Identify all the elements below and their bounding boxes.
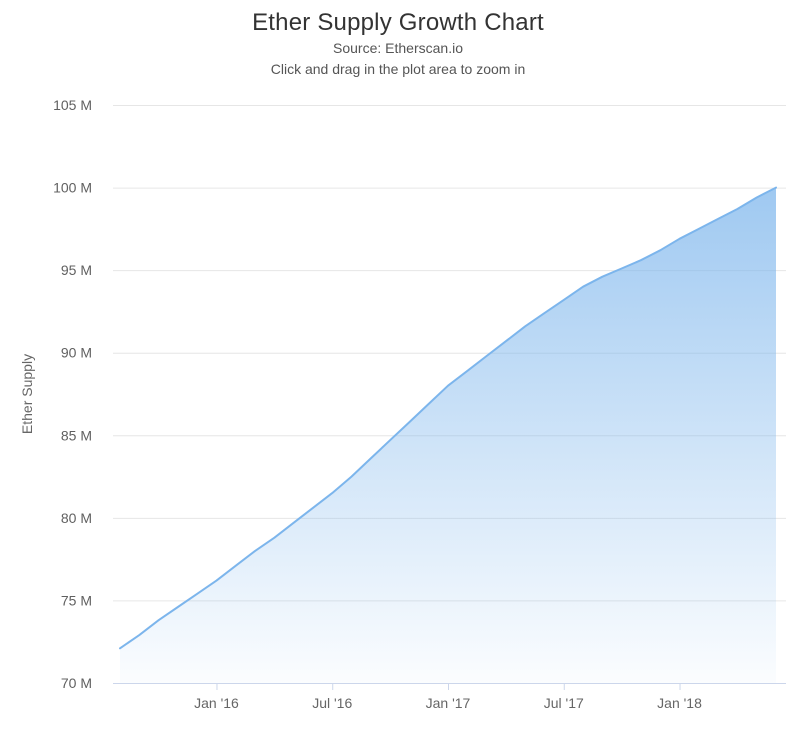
y-tick-label: 80 M xyxy=(61,510,92,526)
y-tick-label: 75 M xyxy=(61,592,92,608)
y-tick-label: 105 M xyxy=(53,97,92,113)
supply-area xyxy=(120,187,776,683)
x-tick-label: Jul '16 xyxy=(312,695,352,711)
x-tick-label: Jan '17 xyxy=(426,695,471,711)
y-axis-title: Ether Supply xyxy=(19,354,35,434)
x-tick-label: Jan '16 xyxy=(194,695,239,711)
chart-subtitle-zoom-hint: Click and drag in the plot area to zoom … xyxy=(270,61,526,77)
x-tick-label: Jan '18 xyxy=(657,695,702,711)
y-tick-label: 95 M xyxy=(61,262,92,278)
x-tick-label: Jul '17 xyxy=(544,695,584,711)
chart-subtitle-source: Source: Etherscan.io xyxy=(333,40,463,56)
supply-line xyxy=(119,186,777,650)
y-tick-label: 100 M xyxy=(53,180,92,196)
y-tick-label: 70 M xyxy=(61,675,92,691)
y-tick-label: 85 M xyxy=(61,427,92,443)
y-tick-label: 90 M xyxy=(61,345,92,361)
chart-title: Ether Supply Growth Chart xyxy=(252,9,544,36)
